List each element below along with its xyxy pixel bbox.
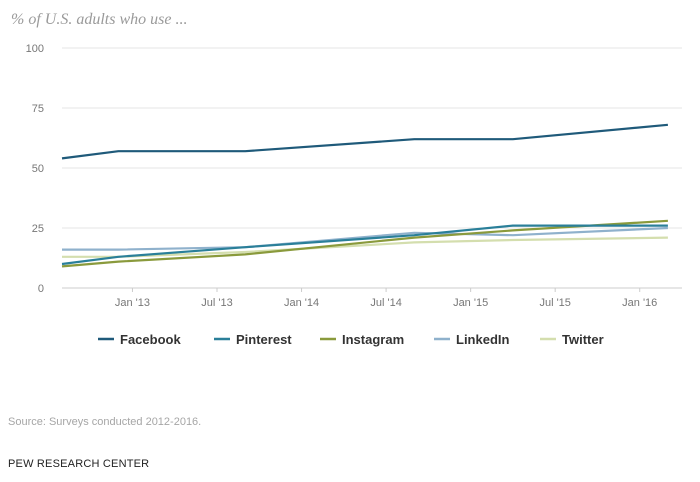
x-tick-label: Jan '14 (284, 297, 319, 309)
y-tick-label: 100 (26, 43, 44, 55)
legend-label-facebook: Facebook (120, 332, 181, 347)
legend-label-twitter: Twitter (562, 332, 604, 347)
series-line-facebook (61, 123, 669, 160)
legend: Facebook Pinterest Instagram LinkedIn Twitte… (98, 332, 604, 347)
source-note: Source: Surveys conducted 2012-2016. (8, 416, 202, 428)
y-tick-label: 50 (32, 163, 44, 175)
x-axis-ticks: Jan '13 Jul '13 Jan '14 Jul '14 Jan '15 Jul '… (115, 288, 657, 309)
series-line-pinterest (61, 224, 668, 266)
y-tick-label: 0 (38, 283, 44, 295)
y-axis-ticks: 0 25 50 75 100 (26, 43, 44, 295)
x-tick-label: Jul '14 (370, 297, 401, 309)
chart-title: % of U.S. adults who use ... (11, 11, 188, 28)
x-tick-label: Jul '15 (539, 297, 570, 309)
series-line-twitter (62, 236, 668, 258)
series-lines (61, 123, 669, 268)
series-line-linkedin (62, 226, 668, 251)
grid-lines (62, 47, 682, 289)
brand-label: PEW RESEARCH CENTER (8, 458, 150, 470)
legend-label-linkedin: LinkedIn (456, 332, 510, 347)
x-tick-label: Jan '16 (622, 297, 657, 309)
series-line-instagram (61, 219, 668, 268)
x-tick-label: Jan '15 (453, 297, 488, 309)
y-tick-label: 75 (32, 103, 44, 115)
legend-label-instagram: Instagram (342, 332, 404, 347)
y-tick-label: 25 (32, 223, 44, 235)
x-tick-label: Jul '13 (201, 297, 232, 309)
x-tick-label: Jan '13 (115, 297, 150, 309)
legend-label-pinterest: Pinterest (236, 332, 292, 347)
